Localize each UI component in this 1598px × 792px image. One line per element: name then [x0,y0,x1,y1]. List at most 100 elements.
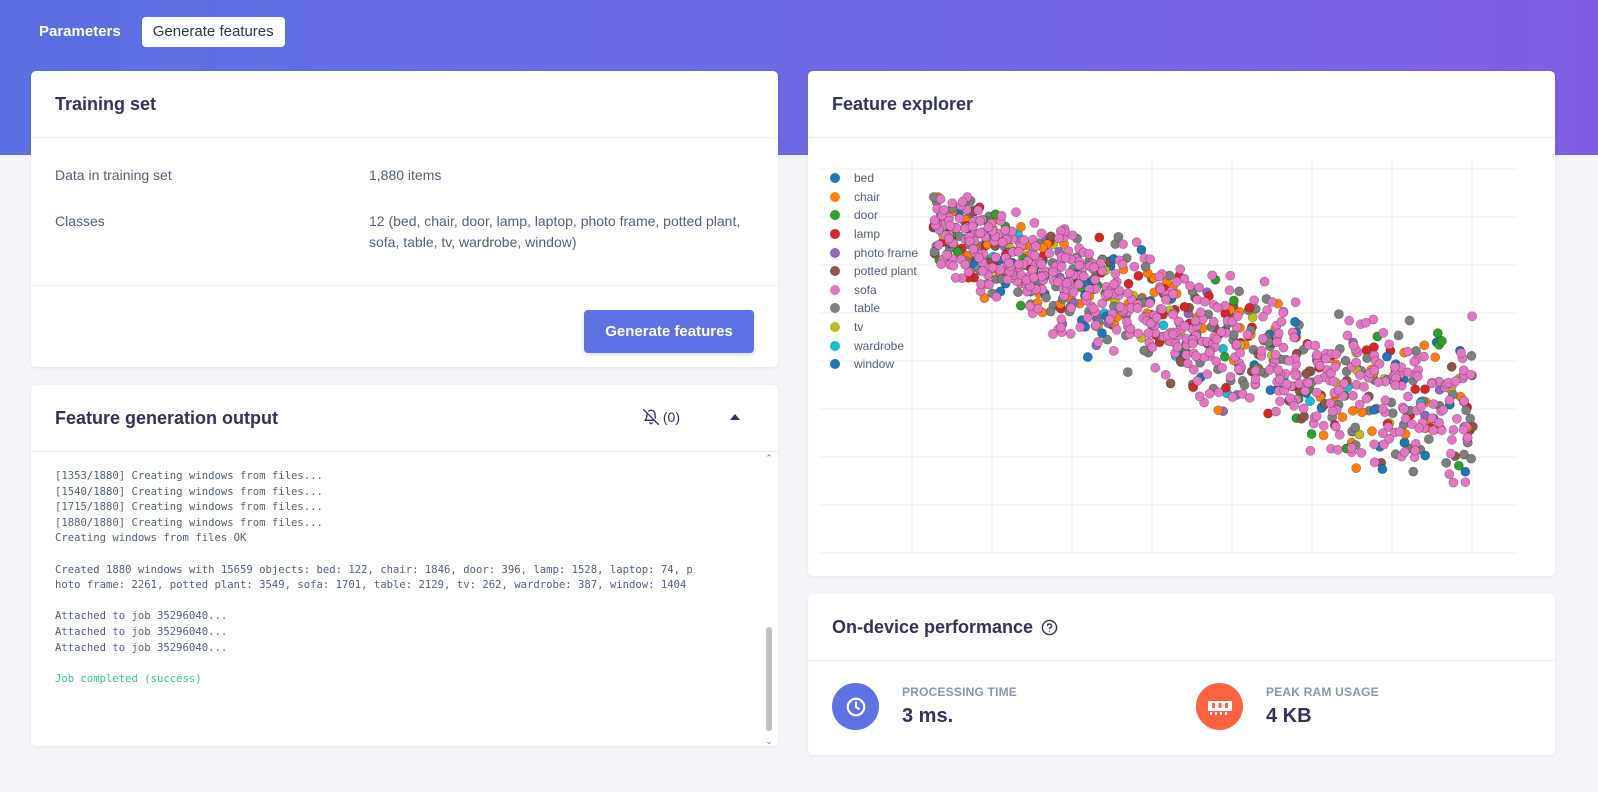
scatter-point[interactable] [1305,396,1315,407]
scatter-point[interactable] [1082,312,1093,323]
scatter-point[interactable] [1032,303,1043,314]
scatter-point[interactable] [1278,307,1289,318]
scatter-point[interactable] [1420,450,1431,461]
scatter-point[interactable] [933,239,944,250]
scatter-plot[interactable] [808,139,1555,559]
scatter-point[interactable] [1414,423,1424,433]
scatter-point[interactable] [1029,218,1040,228]
scatter-point[interactable] [1411,346,1421,356]
scatter-point[interactable] [1264,364,1275,375]
scatter-point[interactable] [1410,384,1421,395]
scatter-point[interactable] [1325,398,1336,409]
scatter-point[interactable] [1188,382,1199,393]
scatter-point[interactable] [1273,365,1284,375]
scatter-point[interactable] [1310,340,1321,351]
scatter-point[interactable] [1204,388,1215,399]
scatter-point[interactable] [1136,244,1147,255]
scatter-point[interactable] [954,213,965,224]
tab-generate-features[interactable]: Generate features [141,17,285,47]
scatter-point[interactable] [1426,378,1437,389]
scatter-point[interactable] [945,220,956,231]
scatter-point[interactable] [1187,338,1198,349]
scatter-point[interactable] [1093,336,1103,347]
scatter-point[interactable] [1447,434,1457,445]
scatter-point[interactable] [1089,262,1100,273]
scatter-point[interactable] [1383,422,1394,432]
scatter-point[interactable] [1160,294,1171,305]
scatter-point[interactable] [1195,307,1206,318]
scatter-point[interactable] [1465,369,1476,380]
scatter-point[interactable] [1318,430,1329,441]
scatter-point[interactable] [1154,271,1165,282]
scatter-point[interactable] [1456,347,1466,358]
scatter-point[interactable] [1146,318,1156,329]
scatter-point[interactable] [1337,412,1348,423]
scatter-point[interactable] [1219,351,1230,362]
scatter-point[interactable] [1090,274,1100,285]
scatter-point[interactable] [1233,364,1244,375]
feature-explorer-chart[interactable]: bed chair door lamp photo frame potted plant s… [808,139,1555,576]
scatter-point[interactable] [1399,447,1410,457]
scatter-point[interactable] [948,261,959,271]
legend-item[interactable]: window [830,355,918,374]
scatter-point[interactable] [1171,276,1182,287]
scatter-point[interactable] [1444,469,1455,480]
scatter-point[interactable] [1234,286,1244,297]
scroll-down-icon[interactable]: ⌄ [765,736,773,746]
scatter-point[interactable] [975,279,986,289]
scatter-point[interactable] [1361,317,1371,328]
scatter-point[interactable] [1097,328,1107,338]
scatter-point[interactable] [1378,327,1389,338]
scatter-point[interactable] [1213,405,1224,416]
notifications-toggle-button[interactable]: (0) [642,409,680,425]
scatter-point[interactable] [1060,252,1071,263]
scatter-point[interactable] [1344,315,1355,326]
scatter-point[interactable] [939,204,949,215]
scatter-point[interactable] [1331,349,1342,359]
scatter-point[interactable] [960,259,971,270]
scatter-point[interactable] [1013,259,1024,269]
scatter-point[interactable] [1182,358,1193,369]
scatter-point[interactable] [1327,406,1338,417]
scatter-point[interactable] [1301,368,1312,379]
scatter-point[interactable] [957,196,968,207]
scatter-point[interactable] [1173,316,1184,327]
scatter-point[interactable] [1133,270,1144,281]
scatter-point[interactable] [1402,346,1413,357]
scatter-point[interactable] [1095,258,1106,268]
scatter-point[interactable] [1437,335,1447,346]
scatter-point[interactable] [1121,316,1132,327]
scatter-point[interactable] [1084,248,1095,259]
scatter-point[interactable] [1452,413,1462,424]
scatter-point[interactable] [1377,428,1388,439]
scatter-point[interactable] [1416,401,1427,412]
scatter-point[interactable] [1055,322,1066,333]
scatter-point[interactable] [1267,297,1277,307]
scatter-point[interactable] [1412,371,1423,382]
scatter-point[interactable] [1139,345,1150,356]
scatter-point[interactable] [1384,433,1395,444]
scatter-point[interactable] [1122,367,1133,377]
scatter-point[interactable] [991,291,1002,302]
legend-item[interactable]: table [830,299,918,318]
scatter-point[interactable] [973,252,984,263]
scatter-point[interactable] [1000,225,1011,235]
scatter-point[interactable] [1036,259,1047,269]
scatter-point[interactable] [1192,375,1203,386]
scatter-point[interactable] [1158,320,1169,331]
scatter-point[interactable] [1390,380,1401,391]
scatter-point[interactable] [1367,426,1377,437]
scatter-point[interactable] [1399,437,1410,448]
scatter-point[interactable] [1460,477,1471,487]
scatter-point[interactable] [975,228,986,238]
scatter-point[interactable] [1242,329,1253,340]
scatter-point[interactable] [1024,301,1035,312]
scatter-point[interactable] [1446,361,1457,372]
scatter-point[interactable] [1314,360,1325,371]
scatter-point[interactable] [1303,377,1314,388]
scatter-point[interactable] [1399,404,1409,414]
scatter-point[interactable] [1271,406,1281,417]
scatter-point[interactable] [1430,352,1441,363]
scatter-point[interactable] [1285,393,1295,403]
scatter-point[interactable] [1373,377,1384,388]
